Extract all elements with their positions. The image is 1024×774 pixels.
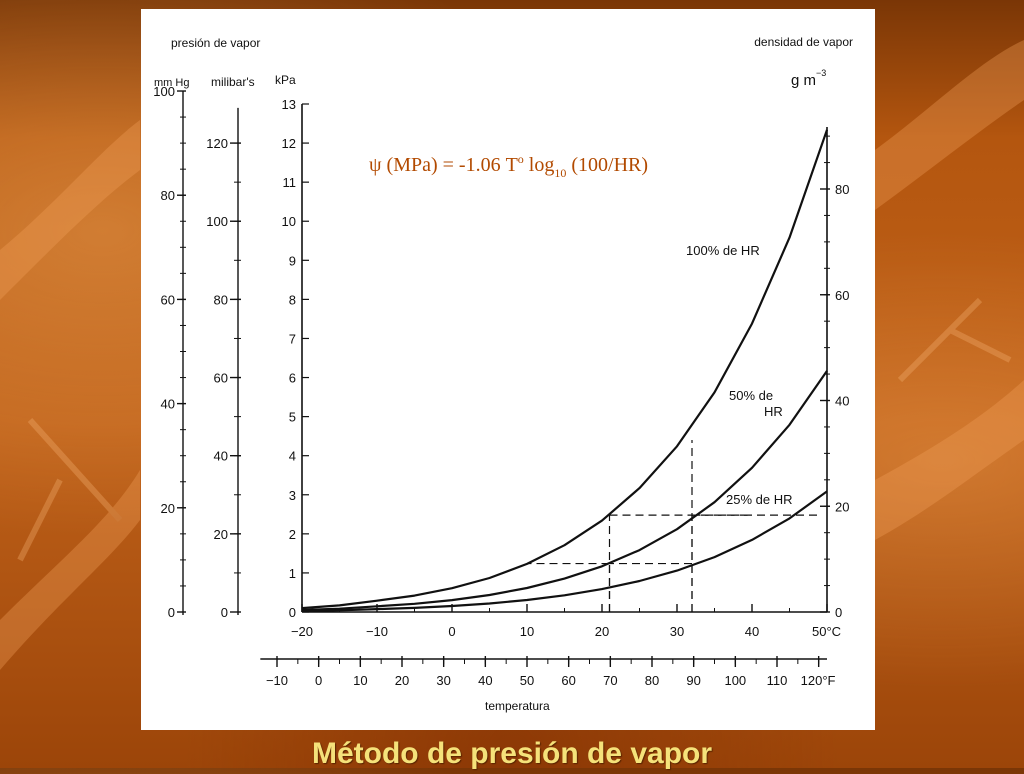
kpa-tick-label: 8: [289, 292, 296, 307]
celsius-tick-label: 30: [670, 624, 684, 639]
vapor-pressure-chart: presión de vapor densidad de vapor mm Hg…: [153, 35, 853, 713]
temperature-axis-title: temperatura: [485, 699, 550, 713]
density-tick-label: 60: [835, 288, 849, 303]
kpa-tick-label: 12: [282, 136, 296, 151]
kpa-tick-label: 11: [283, 175, 297, 190]
fahrenheit-tick-label: 40: [478, 673, 492, 688]
fahrenheit-tick-label: 50: [520, 673, 534, 688]
fahrenheit-tick-label: −10: [266, 673, 288, 688]
density-axis-title: g m−3: [791, 68, 826, 89]
top-left-axis-label: presión de vapor: [171, 36, 260, 50]
curve-label: 100% de HR: [686, 243, 760, 258]
millibar-tick-label: 20: [214, 527, 228, 542]
kpa-tick-label: 4: [289, 449, 296, 464]
kpa-tick-label: 13: [282, 97, 296, 112]
mmhg-axis-title: mm Hg: [154, 77, 189, 89]
fahrenheit-tick-label: 80: [645, 673, 659, 688]
mmhg-tick-label: 0: [168, 605, 175, 620]
top-right-axis-label: densidad de vapor: [754, 35, 853, 49]
millibar-tick-label: 100: [206, 214, 228, 229]
density-tick-label: 0: [835, 605, 842, 620]
fahrenheit-tick-label: 20: [395, 673, 409, 688]
curve-label: 25% de HR: [726, 492, 792, 507]
kpa-tick-label: 6: [289, 371, 296, 386]
celsius-tick-label: 10: [520, 624, 534, 639]
mmhg-tick-label: 40: [161, 397, 175, 412]
kpa-tick-label: 10: [282, 214, 296, 229]
fahrenheit-tick-label: 0: [315, 673, 322, 688]
kpa-tick-label: 7: [289, 331, 296, 346]
guides-group: [527, 440, 820, 612]
millibar-tick-label: 0: [221, 605, 228, 620]
kpa-axis-title: kPa: [275, 73, 296, 87]
kpa-tick-label: 2: [289, 527, 296, 542]
fahrenheit-tick-label: 30: [436, 673, 450, 688]
plot-frame-group: [301, 104, 828, 613]
slide-title: Método de presión de vapor: [311, 737, 713, 770]
fahrenheit-tick-label: 60: [561, 673, 575, 688]
celsius-tick-label: −10: [366, 624, 388, 639]
fahrenheit-tick-label: 110: [767, 673, 788, 688]
celsius-tick-label: 40: [745, 624, 759, 639]
millibar-tick-label: 40: [214, 449, 228, 464]
series-line-100-de-hr: [301, 129, 829, 610]
celsius-tick-label: 0: [448, 624, 455, 639]
millibar-axis-title: milibar's: [211, 75, 255, 89]
density-tick-label: 20: [835, 499, 849, 514]
celsius-tick-label: 50°C: [812, 624, 841, 639]
kpa-tick-label: 0: [289, 605, 296, 620]
kpa-tick-label: 9: [289, 253, 296, 268]
millibar-tick-label: 60: [214, 371, 228, 386]
density-tick-label: 40: [835, 394, 849, 409]
kpa-tick-label: 1: [289, 566, 296, 581]
mmhg-tick-label: 80: [161, 188, 175, 203]
fahrenheit-tick-label: 100: [724, 673, 746, 688]
axis-ticks-group: 0123456789101112130204060801001200204060…: [153, 84, 849, 688]
fahrenheit-tick-label: 120°F: [801, 673, 836, 688]
mmhg-tick-label: 60: [161, 292, 175, 307]
fahrenheit-tick-label: 90: [686, 673, 700, 688]
curve-label: HR: [764, 404, 783, 419]
millibar-tick-label: 120: [206, 136, 228, 151]
fahrenheit-tick-label: 10: [353, 673, 367, 688]
mmhg-tick-label: 100: [153, 84, 175, 99]
kpa-tick-label: 3: [289, 488, 296, 503]
series-line-50-de-hr: [301, 370, 828, 612]
fahrenheit-tick-label: 70: [603, 673, 617, 688]
mmhg-tick-label: 20: [161, 501, 175, 516]
celsius-tick-label: 20: [595, 624, 609, 639]
equation: ψ (MPa) = -1.06 To log10 (100/HR): [369, 152, 648, 180]
density-tick-label: 80: [835, 182, 849, 197]
series-group: [301, 129, 829, 613]
curve-label: 50% de: [729, 388, 773, 403]
series-line-25-de-hr: [301, 490, 828, 613]
kpa-tick-label: 5: [289, 410, 296, 425]
millibar-tick-label: 80: [214, 292, 228, 307]
celsius-tick-label: −20: [291, 624, 313, 639]
chart-panel: presión de vapor densidad de vapor mm Hg…: [141, 9, 875, 730]
